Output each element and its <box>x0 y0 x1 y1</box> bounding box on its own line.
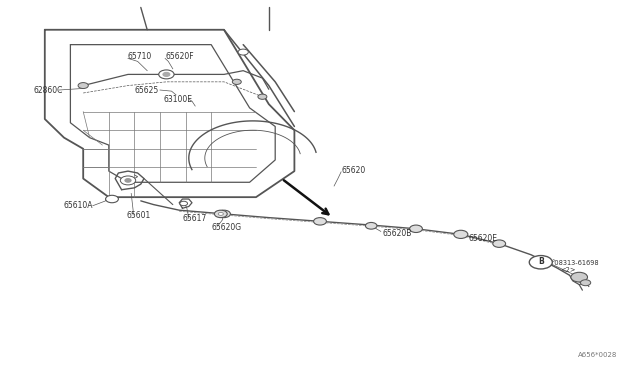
Circle shape <box>410 225 422 232</box>
Circle shape <box>120 176 136 185</box>
Circle shape <box>454 230 468 238</box>
Text: 65620B: 65620B <box>383 229 412 238</box>
Circle shape <box>258 94 267 99</box>
Circle shape <box>314 218 326 225</box>
Text: 63100E: 63100E <box>163 95 192 104</box>
Text: 65620: 65620 <box>341 166 365 174</box>
Circle shape <box>580 280 591 286</box>
Text: 65617: 65617 <box>182 214 207 223</box>
Circle shape <box>232 79 241 84</box>
Circle shape <box>238 49 248 55</box>
Circle shape <box>159 70 174 79</box>
Text: 62860C: 62860C <box>33 86 63 94</box>
Circle shape <box>106 195 118 203</box>
Text: A656*0028: A656*0028 <box>578 352 618 358</box>
Circle shape <box>163 73 170 76</box>
Circle shape <box>218 212 223 215</box>
Text: 65620F: 65620F <box>165 52 194 61</box>
Circle shape <box>78 83 88 89</box>
Circle shape <box>571 272 588 282</box>
Circle shape <box>529 256 552 269</box>
Text: 65620G: 65620G <box>211 223 241 232</box>
Text: <2>: <2> <box>560 267 575 273</box>
Text: °08313-61698: °08313-61698 <box>552 260 599 266</box>
Circle shape <box>365 222 377 229</box>
Text: 65620E: 65620E <box>468 234 497 243</box>
Text: B: B <box>538 257 543 266</box>
Circle shape <box>214 210 227 218</box>
Circle shape <box>493 240 506 247</box>
Text: 65601: 65601 <box>127 211 151 219</box>
Circle shape <box>218 210 230 218</box>
Text: 65625: 65625 <box>134 86 159 94</box>
Circle shape <box>125 179 131 182</box>
Circle shape <box>180 201 188 206</box>
Text: 65710: 65710 <box>128 52 152 61</box>
Text: 65610A: 65610A <box>64 201 93 210</box>
